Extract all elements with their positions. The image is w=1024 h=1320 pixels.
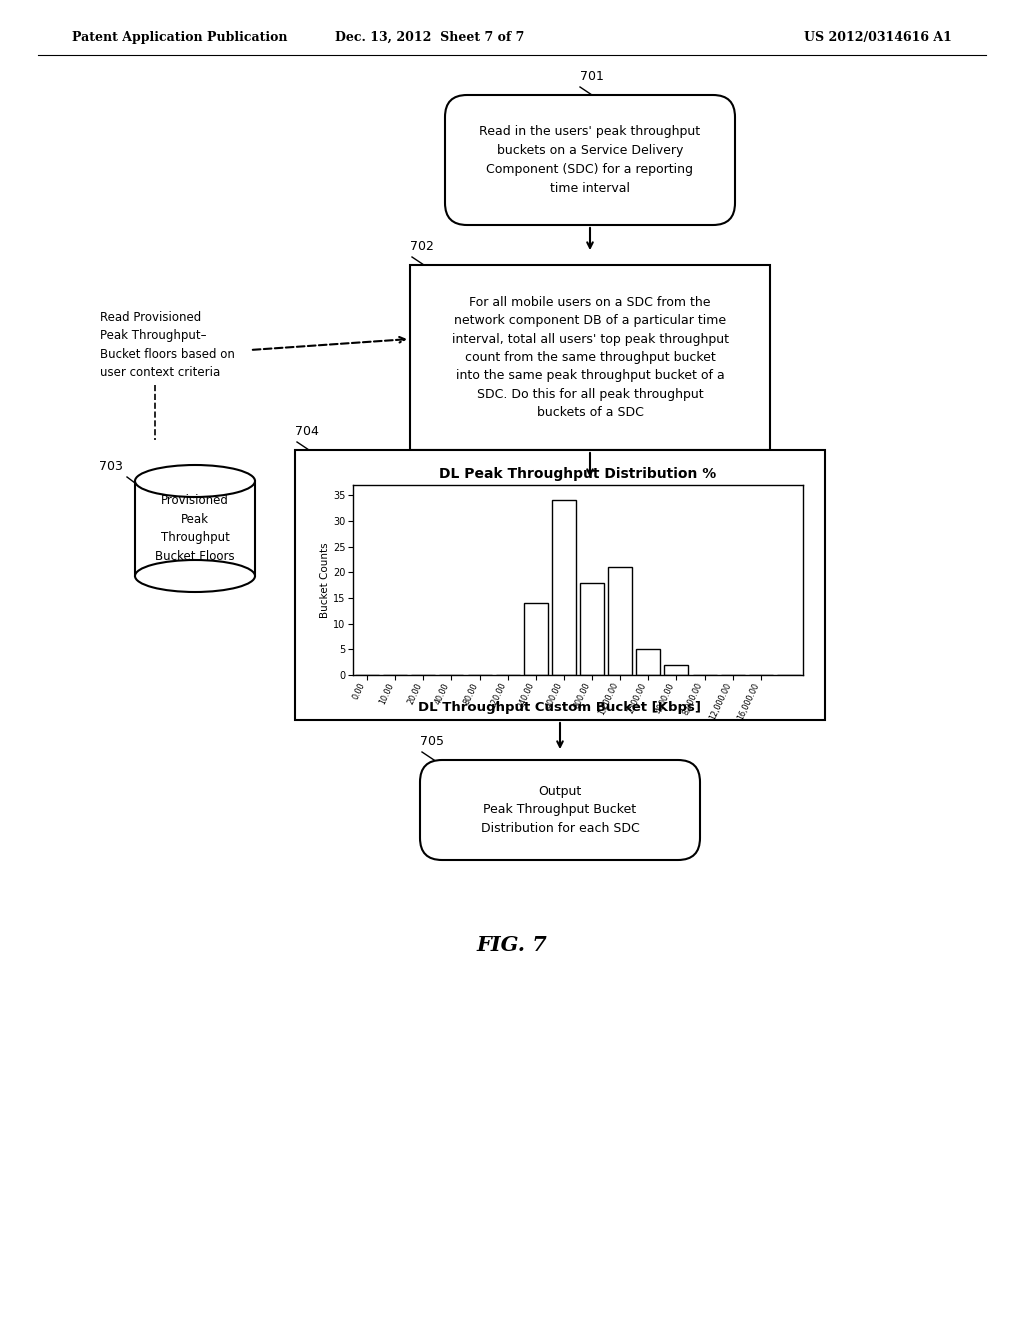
Bar [524,603,548,675]
Text: DL Throughput Custom Bucket [Kbps]: DL Throughput Custom Bucket [Kbps] [419,701,701,714]
Text: 701: 701 [580,70,604,83]
Text: Read Provisioned
Peak Throughput–
Bucket floors based on
user context criteria: Read Provisioned Peak Throughput– Bucket… [100,310,234,379]
Text: Dec. 13, 2012  Sheet 7 of 7: Dec. 13, 2012 Sheet 7 of 7 [335,30,524,44]
Text: 704: 704 [295,425,318,438]
Bar [665,665,688,675]
Bar [135,480,255,576]
Bar [581,582,604,675]
Bar [608,568,632,675]
Bar [552,500,575,675]
Text: FIG. 7: FIG. 7 [476,935,548,954]
Bar [295,450,825,719]
Text: Provisioned
Peak
Throughput
Bucket Floors: Provisioned Peak Throughput Bucket Floor… [156,494,234,562]
FancyBboxPatch shape [420,760,700,861]
Ellipse shape [135,465,255,498]
Bar [410,265,770,450]
Text: US 2012/0314616 A1: US 2012/0314616 A1 [804,30,952,44]
Text: Patent Application Publication: Patent Application Publication [72,30,288,44]
Text: 705: 705 [420,735,444,748]
Text: For all mobile users on a SDC from the
network component DB of a particular time: For all mobile users on a SDC from the n… [452,296,728,420]
Title: DL Peak Throughput Distribution %: DL Peak Throughput Distribution % [439,467,717,480]
FancyBboxPatch shape [445,95,735,224]
Text: 703: 703 [99,459,123,473]
Ellipse shape [135,560,255,591]
Bar [636,649,660,675]
Text: Read in the users' peak throughput
buckets on a Service Delivery
Component (SDC): Read in the users' peak throughput bucke… [479,125,700,195]
Text: Output
Peak Throughput Bucket
Distribution for each SDC: Output Peak Throughput Bucket Distributi… [480,784,639,836]
Text: 702: 702 [410,240,434,253]
Y-axis label: Bucket Counts: Bucket Counts [321,543,330,618]
